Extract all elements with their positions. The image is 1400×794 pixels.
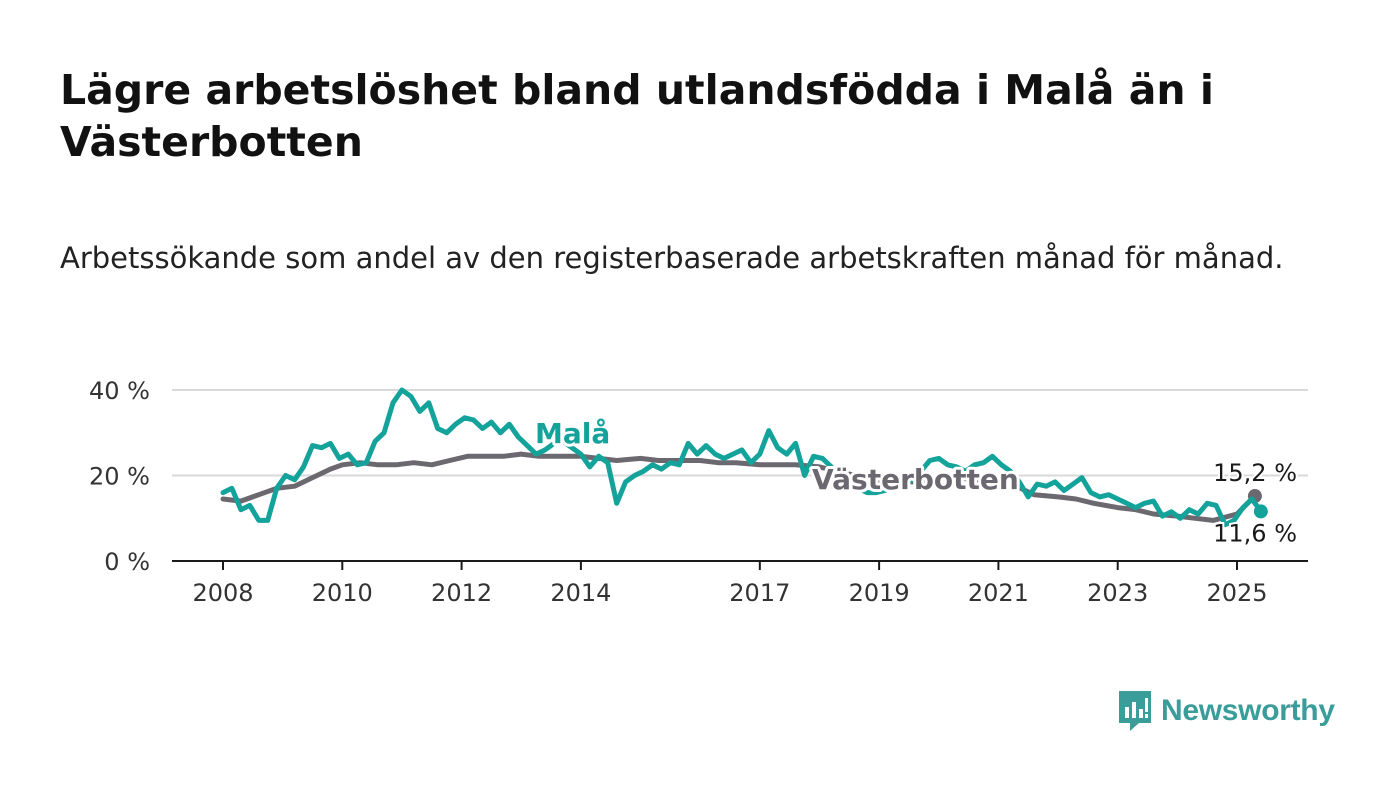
x-tick-label: 2023 [1087,579,1148,607]
x-tick-label: 2008 [192,579,253,607]
y-axis-tick-labels: 0 % 20 % 40 % [89,377,150,576]
series-label-vasterbotten: Västerbotten [812,463,1019,496]
series-labels: Västerbotten Malå 15,2 % 11,6 % [532,414,1299,549]
chart-subtitle: Arbetssökande som andel av den registerb… [60,241,1284,275]
x-tick-label: 2017 [729,579,790,607]
end-value-label-mala: 11,6 % [1213,519,1297,547]
brand-name: Newsworthy [1161,694,1335,727]
x-tick-label: 2012 [431,579,492,607]
x-tick-label: 2025 [1206,579,1267,607]
gridlines [172,389,1308,477]
newsworthy-brand: Newsworthy [1117,689,1335,733]
chart-title: Lägre arbetslöshet bland utlandsfödda i … [60,66,1214,166]
y-tick-label: 0 % [104,548,150,576]
x-tick-label: 2014 [550,579,611,607]
series-line-0 [220,451,1258,523]
series-label-mala: Malå [535,417,610,450]
series-end-point-1 [1253,504,1268,519]
y-tick-label: 40 % [89,377,150,405]
x-tick-label: 2021 [968,579,1029,607]
series-lines [220,387,1268,528]
y-tick-label: 20 % [89,463,150,491]
series-line-1 [220,387,1264,528]
end-value-label-vasterbotten: 15,2 % [1213,459,1297,487]
x-tick-label: 2019 [849,579,910,607]
x-axis: 2008 2010 2012 2014 2017 2019 2021 2023 2025 [172,560,1308,607]
x-tick-label: 2010 [312,579,373,607]
newsworthy-logo-icon [1119,691,1151,731]
